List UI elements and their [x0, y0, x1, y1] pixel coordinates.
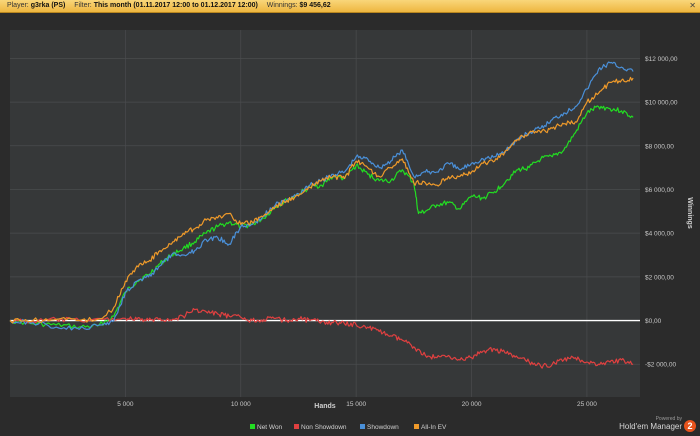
x-tick-label: 20 000	[462, 401, 482, 408]
legend-swatch	[414, 424, 419, 429]
powered-by-block: Powered by Hold'em Manager	[619, 416, 682, 432]
winnings-value: $9 456,62	[299, 2, 331, 9]
y-tick-label: $4 000,00	[645, 231, 674, 238]
x-tick-label: 25 000	[577, 401, 597, 408]
winnings-label: Winnings:	[266, 2, 298, 9]
close-icon[interactable]: ✕	[689, 1, 696, 10]
y-tick-label: $12 000,00	[645, 56, 678, 63]
y-axis-label: Winnings	[686, 197, 693, 229]
winnings-chart: 5 000 10 000 15 000 20 000 25 000 $12 000,00…	[9, 30, 693, 431]
series-line-all-in-ev	[9, 76, 634, 324]
powered-by-text: Powered by	[655, 416, 682, 422]
series-lines	[9, 61, 634, 369]
x-tick-label: 15 000	[346, 401, 366, 408]
legend-item: Net Won	[257, 424, 283, 431]
y-axis-ticks: $12 000,00 $10 000,00 $8 000,00 $6 000,00 $4…	[645, 56, 678, 369]
filter-value: This month (01.11.2017 12:00 to 01.12.20…	[93, 2, 258, 9]
x-tick-label: 5 000	[117, 401, 134, 408]
title-bar: Player: g3rka (PS) Filter: This month (0…	[0, 0, 700, 13]
legend-item: All-In EV	[421, 424, 447, 431]
brand-name: Hold'em Manager	[619, 422, 682, 431]
x-tick-label: 10 000	[231, 401, 251, 408]
y-tick-label: $2 000,00	[645, 274, 674, 281]
legend-item: Showdown	[367, 424, 399, 431]
legend-swatch	[294, 424, 299, 429]
filter-label: Filter:	[74, 2, 92, 9]
y-tick-label: $6 000,00	[645, 187, 674, 194]
y-tick-label: -$2 000,00	[645, 362, 676, 369]
player-label: Player:	[6, 2, 29, 9]
hm2-logo-icon: 2	[684, 420, 696, 432]
legend-item: Non Showdown	[301, 424, 347, 431]
legend-swatch	[360, 424, 365, 429]
plot-area	[10, 30, 640, 397]
legend: Net Won Non Showdown Showdown All-In EV	[250, 424, 447, 431]
x-axis-ticks: 5 000 10 000 15 000 20 000 25 000	[117, 401, 597, 408]
series-line-non-showdown	[9, 308, 634, 369]
y-tick-label: $0,00	[645, 318, 662, 325]
y-tick-label: $8 000,00	[645, 143, 674, 150]
legend-swatch	[250, 424, 255, 429]
series-line-showdown	[9, 61, 634, 331]
y-tick-label: $10 000,00	[645, 100, 678, 107]
x-axis-label: Hands	[314, 403, 336, 410]
player-value: g3rka (PS)	[30, 2, 66, 9]
